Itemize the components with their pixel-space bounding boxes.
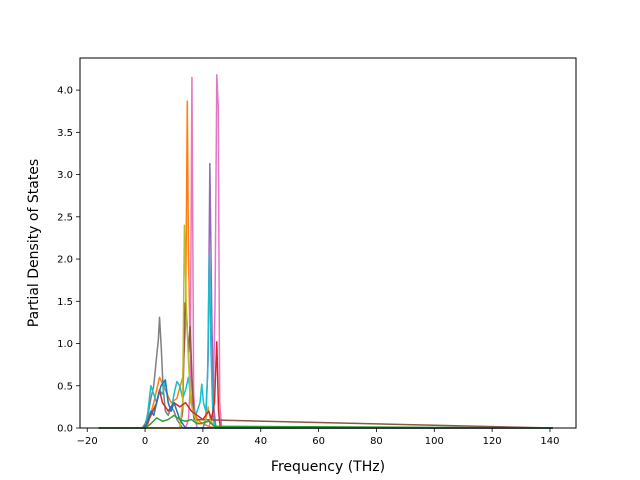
y-tick-label: 4.0 <box>57 86 73 97</box>
y-tick-label: 0.5 <box>57 381 73 392</box>
y-tick-label: 0.0 <box>57 424 73 435</box>
y-tick-label: 3.0 <box>57 170 73 181</box>
x-tick-label: −20 <box>77 436 98 447</box>
y-tick-label: 2.5 <box>57 212 73 223</box>
y-tick-label: 1.0 <box>57 339 73 350</box>
plot-frame <box>79 57 577 429</box>
y-tick-label: 1.5 <box>57 297 73 308</box>
series-line-5 <box>98 254 553 429</box>
series-line-10 <box>98 414 553 429</box>
series-layer <box>98 74 553 429</box>
y-axis-ticks: 0.0 0.5 1.0 1.5 2.0 2.5 3.0 3.5 4.0 <box>57 86 80 435</box>
x-tick-label: 100 <box>425 436 444 447</box>
x-tick-label: 0 <box>142 436 148 447</box>
x-axis-ticks: −20 0 20 40 60 80 100 120 140 <box>77 428 560 447</box>
x-tick-label: 20 <box>197 436 210 447</box>
y-tick-label: 2.0 <box>57 255 73 266</box>
y-axis-title: Partial Density of States <box>26 159 42 327</box>
x-axis-title: Frequency (THz) <box>271 459 385 475</box>
x-tick-label: 40 <box>254 436 267 447</box>
x-tick-label: 80 <box>370 436 383 447</box>
x-tick-label: 60 <box>312 436 325 447</box>
series-line-9 <box>98 379 553 429</box>
x-tick-label: 140 <box>540 436 559 447</box>
x-tick-label: 120 <box>483 436 502 447</box>
y-tick-label: 3.5 <box>57 128 73 139</box>
